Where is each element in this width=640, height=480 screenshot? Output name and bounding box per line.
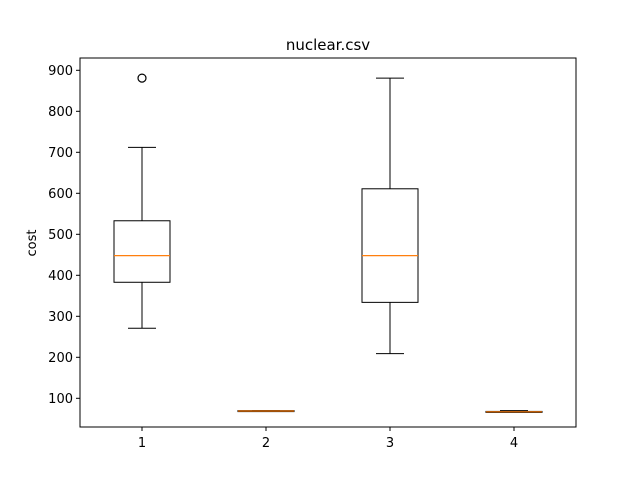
y-tick-label: 300 [48,310,73,325]
y-tick-label: 700 [48,146,73,161]
y-tick-label: 600 [48,187,73,202]
outlier-point [137,73,147,83]
x-tick-label: 2 [262,436,270,451]
plot-frame [79,57,577,428]
y-axis-label: cost [25,230,40,257]
chart-title: nuclear.csv [286,36,370,54]
x-tick-label: 4 [510,436,518,451]
y-tick-label: 800 [48,105,73,120]
y-tick-label: 500 [48,228,73,243]
x-tick-label: 1 [138,436,146,451]
box-3 [361,188,419,303]
y-tick-label: 900 [48,64,73,79]
plot-area: 100 200 300 400 500 600 700 800 900 1 2 3 4 [48,64,543,451]
box-1 [113,220,171,283]
x-tick-label: 3 [386,436,394,451]
y-tick-label: 100 [48,392,73,407]
y-tick-label: 200 [48,351,73,366]
y-tick-label: 400 [48,269,73,284]
